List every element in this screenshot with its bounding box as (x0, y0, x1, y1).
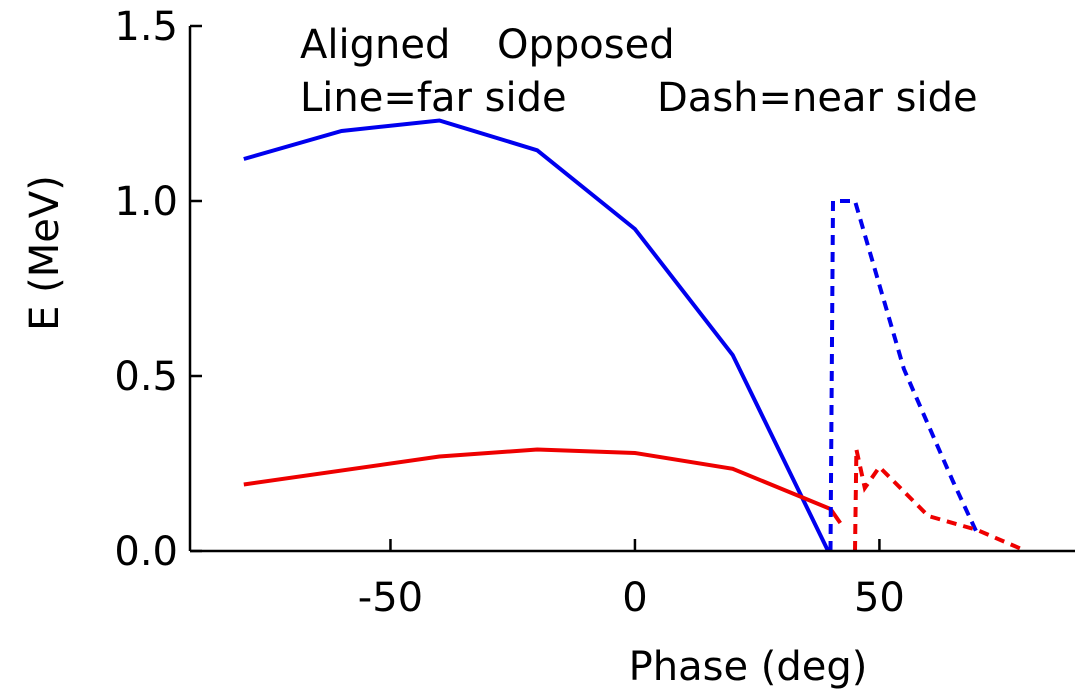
axes (188, 26, 1075, 553)
x-axis-title: Phase (deg) (629, 644, 868, 690)
x-tick-label: 50 (854, 575, 905, 621)
y-tick-label: 0.5 (114, 354, 178, 400)
series-line-near-opposed (853, 449, 1027, 553)
y-axis-title: E (MeV) (22, 175, 68, 331)
y-tick-label: 0.0 (114, 529, 178, 575)
series-line-far-aligned (243, 118, 830, 552)
x-tick-label: -50 (358, 575, 423, 621)
legend-note-line: Line=far side (300, 75, 567, 121)
y-tick-label: 1.5 (114, 4, 178, 50)
y-tick-label: 1.0 (114, 179, 178, 225)
legend-entry-opposed: Opposed (497, 22, 675, 68)
legend-entry-aligned: Aligned (300, 22, 450, 68)
ticks: -50 0 50 0.0 0.5 1.0 1.5 (114, 4, 904, 621)
x-tick-label: 0 (622, 575, 647, 621)
series-line-near-aligned (828, 199, 980, 552)
legend: Aligned Opposed Line=far side Dash=near … (300, 22, 978, 121)
series-line-far-opposed (243, 447, 842, 525)
legend-note-dash: Dash=near side (657, 75, 978, 121)
series-layer (243, 118, 1027, 553)
